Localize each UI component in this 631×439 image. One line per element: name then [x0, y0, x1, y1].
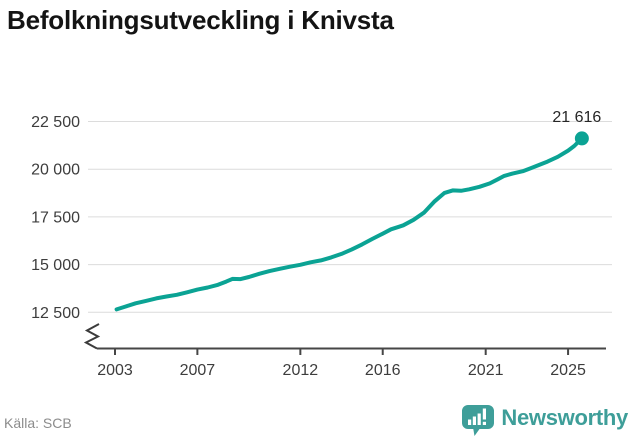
x-axis-tick-label: 2021 — [468, 362, 504, 379]
x-axis-tick-label: 2025 — [550, 362, 586, 379]
end-value-label: 21 616 — [552, 109, 601, 126]
chart-title: Befolkningsutveckling i Knivsta — [7, 5, 394, 35]
source-note: Källa: SCB — [4, 415, 72, 431]
exclamation-dot — [483, 421, 487, 425]
bar-small — [468, 419, 472, 425]
bar-tall — [478, 413, 482, 425]
x-axis-tick-label: 2003 — [97, 362, 133, 379]
newsworthy-wordmark: Newsworthy — [501, 405, 628, 430]
population-series-line — [114, 136, 584, 312]
exclamation-stem — [483, 408, 487, 420]
y-axis-tick-label: 20 000 — [31, 162, 80, 179]
series-end-dot — [574, 131, 589, 146]
newsworthy-logo: Newsworthy — [460, 402, 628, 438]
population-line-chart: 12 500 15 000 17 500 20 000 22 500 2003 2007 20… — [31, 109, 612, 379]
x-axis-tick-label: 2007 — [180, 362, 216, 379]
x-axis-tick-label: 2016 — [365, 362, 401, 379]
newsworthy-logo-icon — [462, 405, 495, 436]
y-axis-tick-label: 15 000 — [31, 257, 80, 274]
axis-break-icon — [83, 323, 101, 350]
y-axis-tick-label: 12 500 — [31, 305, 80, 322]
y-axis-tick-label: 22 500 — [31, 114, 80, 131]
y-axis-tick-label: 17 500 — [31, 209, 80, 226]
x-axis-tick-label: 2012 — [283, 362, 319, 379]
bar-medium — [473, 416, 477, 425]
